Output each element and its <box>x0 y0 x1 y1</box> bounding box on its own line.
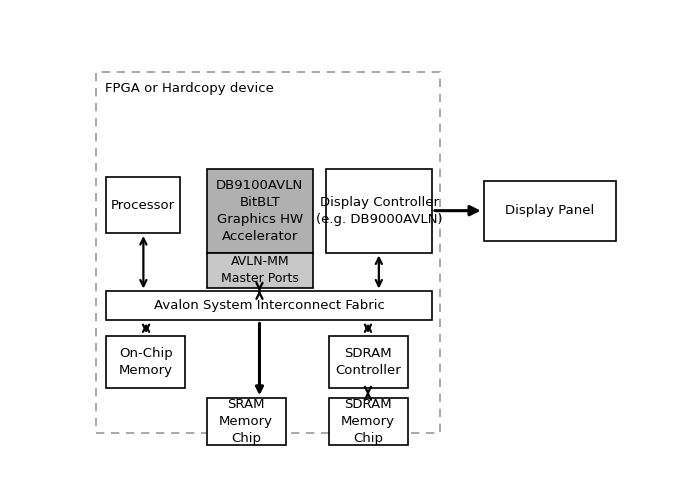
Bar <box>329 398 407 445</box>
Text: Display Controller
(e.g. DB9000AVLN): Display Controller (e.g. DB9000AVLN) <box>316 196 442 226</box>
Text: AVLN-MM
Master Ports: AVLN-MM Master Ports <box>220 255 299 285</box>
Bar <box>106 291 432 321</box>
Bar <box>106 336 185 389</box>
Bar <box>207 169 313 253</box>
Bar <box>329 336 407 389</box>
Text: SDRAM
Controller: SDRAM Controller <box>335 347 401 377</box>
Text: On-Chip
Memory: On-Chip Memory <box>119 347 173 377</box>
Text: Display Panel: Display Panel <box>505 204 594 217</box>
Bar <box>106 177 180 233</box>
Bar <box>207 398 286 445</box>
Text: Processor: Processor <box>111 199 175 212</box>
Bar <box>207 253 313 287</box>
Text: FPGA or Hardcopy device: FPGA or Hardcopy device <box>106 82 274 95</box>
Text: SRAM
Memory
Chip: SRAM Memory Chip <box>219 398 273 445</box>
Text: SDRAM
Memory
Chip: SDRAM Memory Chip <box>341 398 395 445</box>
Text: Avalon System Interconnect Fabric: Avalon System Interconnect Fabric <box>154 299 385 312</box>
Text: DB9100AVLN
BitBLT
Graphics HW
Accelerator: DB9100AVLN BitBLT Graphics HW Accelerato… <box>216 179 303 243</box>
Bar <box>484 181 617 241</box>
Bar <box>326 169 432 253</box>
Bar <box>96 72 440 433</box>
